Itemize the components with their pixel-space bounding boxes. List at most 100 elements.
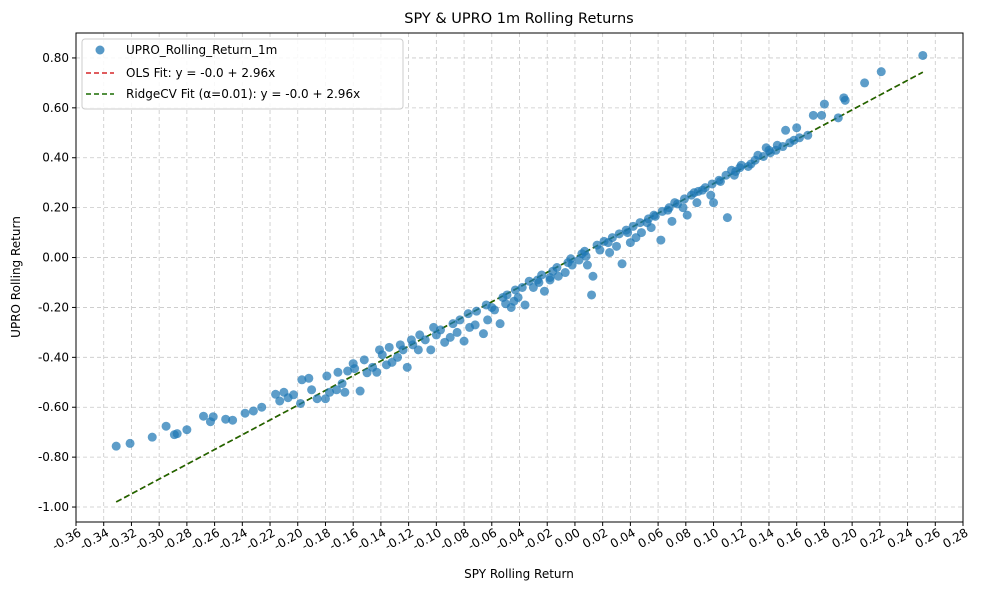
- scatter-point: [792, 123, 802, 133]
- scatter-point: [452, 327, 462, 337]
- scatter-point: [333, 367, 343, 377]
- scatter-point: [876, 67, 886, 77]
- scatter-point: [296, 398, 306, 408]
- scatter-point: [621, 225, 631, 235]
- legend-label-ridge: RidgeCV Fit (α=0.01): y = -0.0 + 2.96x: [126, 87, 360, 101]
- scatter-point: [322, 371, 332, 381]
- y-axis-title: UPRO Rolling Return: [9, 216, 23, 338]
- scatter-point: [715, 176, 725, 186]
- scatter-point: [289, 390, 299, 400]
- legend-box: [81, 38, 404, 110]
- scatter-point: [722, 213, 732, 223]
- scatter-point: [587, 290, 597, 300]
- scatter-point: [628, 221, 638, 231]
- scatter-point: [794, 133, 804, 143]
- scatter-point: [510, 285, 520, 295]
- scatter-point: [478, 329, 488, 339]
- scatter-point: [817, 110, 827, 120]
- scatter-point: [320, 394, 330, 404]
- scatter-point: [537, 270, 547, 280]
- scatter-point: [709, 198, 719, 208]
- scatter-point: [275, 396, 285, 406]
- data-points: [111, 50, 928, 451]
- y-tick-label: -0.80: [38, 450, 69, 464]
- scatter-point: [455, 315, 465, 325]
- scatter-point: [221, 414, 231, 424]
- scatter-point: [667, 216, 677, 226]
- scatter-point: [448, 319, 458, 329]
- scatter-point: [375, 345, 385, 355]
- scatter-point: [257, 402, 267, 412]
- scatter-point: [614, 229, 624, 239]
- scatter-point: [307, 385, 317, 395]
- scatter-point: [664, 203, 674, 213]
- scatter-point: [617, 259, 627, 269]
- scatter-point: [359, 355, 369, 365]
- y-tick-label: 0.00: [42, 251, 69, 265]
- scatter-point: [395, 340, 405, 350]
- scatter-point: [764, 145, 774, 155]
- scatter-point: [509, 296, 519, 306]
- scatter-point: [700, 183, 710, 193]
- scatter-point: [393, 352, 403, 362]
- scatter-point: [771, 145, 781, 155]
- scatter-point: [208, 412, 218, 422]
- y-tick-label: 0.40: [42, 151, 69, 165]
- y-axis-ticks: -1.00 -0.80 -0.60 -0.40 -0.20 0.00 0.20 0.40 0.6…: [38, 51, 76, 514]
- scatter-point: [436, 325, 446, 335]
- scatter-point: [707, 179, 717, 189]
- scatter-point: [646, 223, 656, 233]
- scatter-point: [415, 330, 425, 340]
- scatter-point: [248, 406, 258, 416]
- scatter-point: [524, 276, 534, 286]
- scatter-point: [682, 210, 692, 220]
- legend: UPRO_Rolling_Return_1m OLS Fit: y = -0.0…: [81, 38, 404, 110]
- scatter-point: [350, 364, 360, 374]
- scatter-point: [758, 151, 768, 161]
- scatter-point: [228, 415, 238, 425]
- scatter-point: [706, 190, 716, 200]
- scatter-point: [517, 282, 527, 292]
- scatter-point: [860, 78, 870, 88]
- y-tick-label: 0.60: [42, 101, 69, 115]
- scatter-point: [340, 387, 350, 397]
- scatter-point: [343, 366, 353, 376]
- scatter-point: [580, 246, 590, 256]
- scatter-point: [481, 300, 491, 310]
- y-tick-label: 0.80: [42, 51, 69, 65]
- scatter-point: [819, 99, 829, 109]
- y-tick-label: -0.60: [38, 400, 69, 414]
- scatter-point: [918, 50, 928, 60]
- scatter-point: [781, 125, 791, 135]
- scatter-point: [778, 142, 788, 152]
- scatter-point: [362, 368, 372, 378]
- scatter-point: [643, 214, 653, 224]
- scatter-point: [429, 322, 439, 332]
- scatter-point: [721, 170, 731, 180]
- scatter-point: [625, 238, 635, 248]
- scatter-point: [498, 292, 508, 302]
- scatter-point: [125, 438, 135, 448]
- scatter-point: [147, 432, 157, 442]
- scatter-point: [729, 170, 739, 180]
- scatter-point: [605, 248, 615, 258]
- scatter-point: [693, 186, 703, 196]
- scatter-point: [472, 306, 482, 316]
- x-axis-title: SPY Rolling Return: [464, 567, 574, 581]
- scatter-point: [636, 228, 646, 238]
- scatter-point: [582, 260, 592, 270]
- scatter-point: [672, 199, 682, 209]
- scatter-point: [312, 394, 322, 404]
- chart-title: SPY & UPRO 1m Rolling Returns: [404, 11, 633, 27]
- scatter-point: [406, 335, 416, 345]
- scatter-point: [539, 286, 549, 296]
- scatter-point: [833, 113, 843, 123]
- scatter-point: [384, 342, 394, 352]
- scatter-point: [337, 379, 347, 389]
- scatter-point: [560, 268, 570, 278]
- scatter-point: [552, 263, 562, 273]
- scatter-point: [355, 386, 365, 396]
- scatter-point: [599, 236, 609, 246]
- scatter-point: [372, 367, 382, 377]
- scatter-point: [459, 336, 469, 346]
